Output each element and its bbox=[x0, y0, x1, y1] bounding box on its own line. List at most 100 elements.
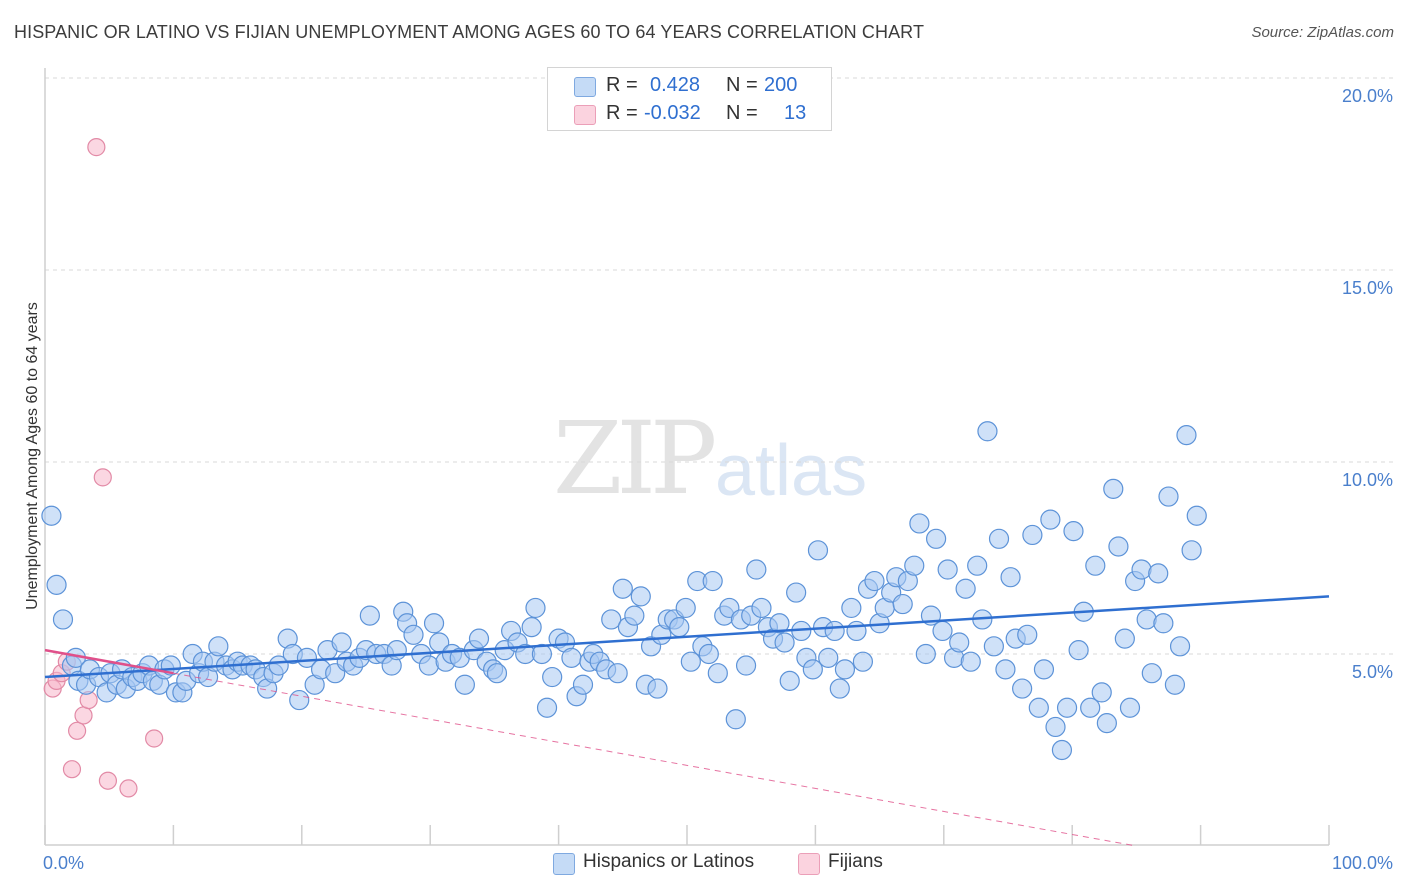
hispanic-point bbox=[1158, 486, 1179, 507]
fijian-point bbox=[74, 706, 93, 725]
hispanic-point bbox=[386, 640, 407, 661]
hispanic-point bbox=[52, 609, 74, 630]
hispanic-point bbox=[995, 659, 1016, 680]
hispanic-point bbox=[607, 663, 628, 684]
hispanic-point bbox=[403, 624, 424, 645]
hispanic-point bbox=[1040, 509, 1061, 530]
hispanic-point bbox=[779, 670, 800, 691]
hispanic-point bbox=[937, 559, 958, 580]
fijian-trend-line bbox=[44, 648, 174, 675]
hispanic-point bbox=[1063, 521, 1084, 542]
trend-lines bbox=[44, 595, 1330, 847]
gridlines bbox=[45, 77, 1393, 655]
hispanic-point bbox=[852, 651, 874, 672]
hispanic-point bbox=[774, 632, 795, 653]
hispanic-point bbox=[967, 555, 988, 576]
hispanic-point bbox=[675, 597, 696, 619]
y-tick-label: 20.0% bbox=[1342, 86, 1393, 106]
hispanic-point bbox=[1153, 613, 1174, 634]
hispanic-point bbox=[904, 555, 925, 576]
hispanic-point bbox=[909, 513, 930, 534]
hispanic-point bbox=[468, 628, 490, 649]
axes bbox=[44, 68, 1330, 846]
hispanic-point bbox=[41, 505, 62, 526]
hispanic-point bbox=[892, 593, 913, 615]
hispanic-point bbox=[1131, 559, 1152, 580]
hispanic-point bbox=[601, 609, 622, 630]
hispanic-point bbox=[725, 709, 746, 730]
hispanic-point bbox=[542, 666, 563, 688]
hispanic-point bbox=[1028, 697, 1049, 718]
fijian-point bbox=[145, 729, 164, 748]
tick-labels: 5.0% 10.0% 15.0% 20.0% 0.0% 100.0% bbox=[43, 86, 1393, 873]
hispanic-point bbox=[735, 655, 757, 676]
x-tick-label: 100.0% bbox=[1332, 853, 1393, 873]
y-tick-label: 15.0% bbox=[1342, 278, 1393, 298]
hispanic-point bbox=[525, 597, 546, 619]
hispanic-point bbox=[1022, 524, 1043, 546]
legend-n-label: N = bbox=[726, 74, 758, 96]
hispanic-point bbox=[572, 674, 594, 695]
hispanic-point bbox=[977, 421, 998, 442]
hispanic-point bbox=[702, 570, 723, 592]
y-tick-label: 10.0% bbox=[1342, 470, 1393, 490]
fijian-point bbox=[67, 721, 87, 740]
hispanic-point bbox=[983, 636, 1004, 657]
hispanic-point bbox=[960, 651, 981, 672]
hispanic-point bbox=[624, 605, 645, 626]
hispanic-point bbox=[955, 578, 976, 599]
hispanic-point bbox=[296, 647, 318, 668]
legend-r-value: 0.428 bbox=[650, 74, 701, 96]
hispanic-point bbox=[486, 663, 508, 684]
fijian-point bbox=[62, 760, 82, 779]
hispanic-point bbox=[423, 613, 445, 634]
hispanic-point bbox=[1181, 540, 1202, 561]
chart-title: HISPANIC OR LATINO VS FIJIAN UNEMPLOYMEN… bbox=[14, 22, 925, 42]
y-tick-label: 5.0% bbox=[1352, 662, 1393, 682]
hispanic-point bbox=[418, 655, 440, 676]
stats-legend: R = 0.428 N = 200 R = -0.032 N = 13 bbox=[547, 67, 832, 131]
hispanic-point bbox=[925, 528, 947, 549]
hispanic-point bbox=[786, 582, 807, 603]
hispanic-point bbox=[949, 632, 970, 653]
hispanic-point bbox=[1033, 659, 1055, 680]
source-label: Source: ZipAtlas.com bbox=[1251, 24, 1394, 41]
hispanic-point bbox=[807, 540, 829, 561]
hispanic-point bbox=[1080, 697, 1101, 718]
hispanic-point bbox=[521, 617, 542, 638]
hispanic-point bbox=[647, 678, 668, 699]
hispanic-point bbox=[1085, 555, 1106, 576]
hispanic-point bbox=[915, 643, 936, 665]
fijian-trend-extension bbox=[173, 672, 1137, 847]
bottom-swatch-pink bbox=[798, 853, 820, 875]
hispanic-point bbox=[707, 663, 728, 684]
hispanic-point bbox=[630, 586, 651, 607]
hispanic-point bbox=[1017, 624, 1038, 645]
legend-r-value: -0.032 bbox=[644, 102, 701, 124]
hispanic-point bbox=[751, 597, 772, 619]
hispanic-point bbox=[829, 678, 850, 699]
hispanic-point bbox=[680, 651, 701, 672]
hispanic-point bbox=[834, 659, 856, 680]
hispanic-point bbox=[1091, 682, 1112, 703]
hispanic-point bbox=[802, 659, 823, 680]
hispanic-point bbox=[359, 605, 380, 626]
hispanic-point bbox=[331, 632, 352, 653]
hispanic-point bbox=[268, 655, 289, 676]
x-tick-label: 0.0% bbox=[43, 853, 84, 873]
hispanic-point bbox=[1141, 663, 1162, 684]
hispanic-point bbox=[1012, 678, 1033, 699]
hispanic-point bbox=[769, 613, 790, 634]
fijian-point bbox=[119, 779, 138, 798]
hispanic-point bbox=[932, 620, 953, 642]
hispanic-point bbox=[1136, 609, 1157, 630]
hispanic-point bbox=[1068, 640, 1089, 661]
hispanic-point bbox=[46, 574, 67, 595]
hispanic-point bbox=[988, 528, 1010, 549]
hispanic-point bbox=[536, 697, 558, 718]
legend-n-label: N = bbox=[726, 102, 758, 124]
legend-swatch-pink bbox=[574, 105, 596, 125]
hispanic-point bbox=[208, 636, 229, 657]
hispanic-point bbox=[1148, 563, 1169, 584]
legend-r-label: R = bbox=[606, 74, 638, 96]
